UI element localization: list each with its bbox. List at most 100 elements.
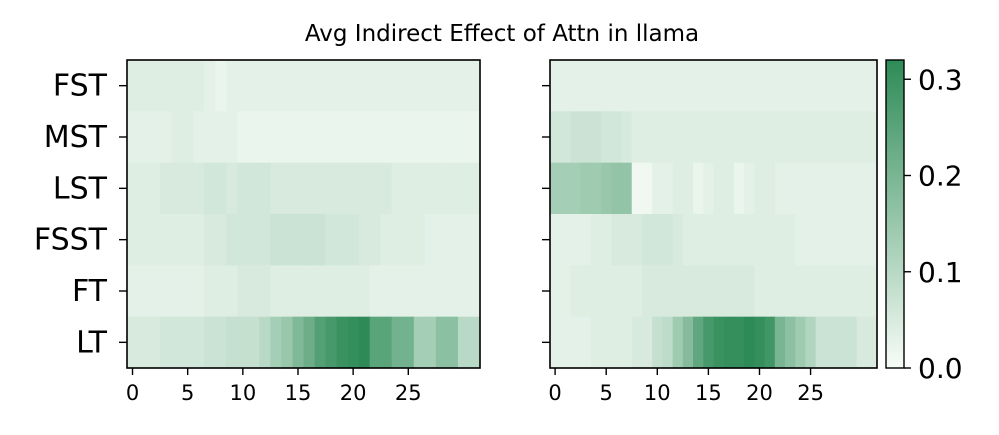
heatmap-cell-left-ft-1 [138,265,150,318]
heatmap-cell-right-lt-29 [846,316,858,369]
heatmap-cell-left-mst-0 [127,111,139,164]
heatmap-cell-left-ft-30 [457,265,470,318]
heatmap-cell-right-fsst-30 [856,214,868,266]
heatmap-cell-left-fst-4 [171,60,183,112]
heatmap-cell-left-mst-3 [160,111,172,164]
heatmap-cell-left-fst-0 [127,60,139,112]
heatmap-cell-right-lt-7 [621,316,633,369]
heatmap-cell-left-fst-6 [193,60,205,112]
heatmap-cell-left-fst-12 [259,60,272,112]
heatmap-cell-left-lst-26 [413,162,426,215]
heatmap-cell-right-lst-19 [744,162,755,215]
heatmap-cell-left-lst-2 [149,162,161,215]
heatmap-cell-left-fst-10 [237,60,249,112]
heatmap-cell-right-fsst-24 [795,214,807,266]
heatmap-cell-right-ft-20 [754,265,766,318]
heatmap-cell-left-mst-9 [226,111,238,164]
heatmap-cell-right-lt-27 [825,316,837,369]
heatmap-cell-right-lst-6 [611,162,623,215]
heatmap-cell-right-lst-27 [825,162,837,215]
heatmap-cell-right-fst-22 [774,60,786,112]
heatmap-cell-right-ft-2 [570,265,582,318]
heatmap-cell-left-lt-3 [160,316,172,369]
heatmap-cell-right-ft-22 [774,265,786,318]
heatmap-cell-left-lt-25 [402,316,415,369]
heatmap-cell-left-fst-27 [424,60,437,112]
heatmap-cell-left-lst-18 [325,162,338,215]
heatmap-cell-left-lt-5 [182,316,194,369]
heatmap-cell-right-fsst-8 [631,214,643,266]
heatmap-cell-left-lst-14 [281,162,294,215]
colorbar-tick-label-0.0: 0.0 [918,352,963,385]
heatmap-cell-left-mst-27 [424,111,437,164]
panel-frame-left [126,59,481,369]
heatmap-cell-right-lst-31 [866,162,878,215]
heatmap-cell-left-lst-0 [127,162,139,215]
heatmap-cell-left-ft-19 [336,265,349,318]
heatmap-cell-right-mst-7 [621,111,633,164]
heatmap-cell-left-lst-7 [204,162,216,215]
heatmap-cell-right-mst-1 [560,111,572,164]
heatmap-cell-right-fst-21 [764,60,776,112]
heatmap-cell-right-lst-4 [590,162,602,215]
heatmap-cell-right-lst-17 [723,162,735,215]
heatmap-cell-left-ft-4 [171,265,183,318]
heatmap-cell-right-lst-18 [733,162,745,215]
heatmap-cell-right-ft-16 [713,265,725,318]
heatmap-panel-right: 0 5 10 15 20 25 [542,59,878,405]
heatmap-cell-right-mst-23 [785,111,796,164]
heatmap-cell-left-ft-11 [248,265,260,318]
heatmap-cell-right-ft-31 [866,265,878,318]
x-tick-label-left-25: 25 [395,381,422,405]
heatmap-cell-right-lt-10 [652,316,664,369]
heatmap-cell-left-fsst-24 [391,214,404,266]
y-tick-label-fsst: FSST [34,223,108,258]
heatmap-cell-left-fst-29 [446,60,459,112]
heatmap-cell-left-fst-24 [391,60,404,112]
heatmap-cell-left-fsst-10 [237,214,249,266]
heatmap-cell-left-fsst-12 [259,214,272,266]
heatmap-cell-right-mst-4 [590,111,602,164]
x-tick-label-left-10: 10 [229,381,256,405]
heatmap-cell-right-ft-17 [723,265,735,318]
heatmap-cell-left-lst-15 [292,162,305,215]
heatmap-cell-right-fsst-12 [672,214,684,266]
heatmap-cell-left-mst-24 [391,111,404,164]
heatmap-cell-left-lst-1 [138,162,150,215]
heatmap-cell-left-fst-7 [204,60,216,112]
heatmap-cell-left-lt-19 [336,316,349,369]
heatmap-cell-right-ft-13 [682,265,694,318]
heatmap-cell-right-mst-26 [815,111,827,164]
heatmap-cell-left-lst-3 [160,162,172,215]
heatmap-cell-left-fst-28 [435,60,448,112]
heatmap-cell-left-mst-20 [347,111,360,164]
heatmap-cell-right-ft-12 [672,265,684,318]
heatmap-cell-right-lt-14 [693,316,704,369]
y-tick-label-lt: LT [76,325,108,360]
heatmap-cell-left-lst-13 [270,162,283,215]
heatmap-cell-right-fsst-22 [774,214,786,266]
heatmap-cell-right-lt-21 [764,316,776,369]
x-tick-label-right-20: 20 [746,381,773,405]
heatmap-cell-right-lst-14 [693,162,704,215]
heatmap-cell-left-ft-12 [259,265,272,318]
heatmap-cell-left-fsst-15 [292,214,305,266]
heatmap-cell-left-fsst-17 [314,214,327,266]
heatmap-cell-right-ft-8 [631,265,643,318]
heatmap-cell-left-mst-15 [292,111,305,164]
heatmap-cell-right-fsst-11 [662,214,674,266]
heatmap-cell-left-lst-23 [380,162,393,215]
heatmap-cell-right-fsst-1 [560,214,572,266]
heatmap-cell-right-fst-27 [825,60,837,112]
heatmap-cell-left-fsst-27 [424,214,437,266]
heatmap-cell-left-lt-7 [204,316,216,369]
heatmap-cell-left-ft-22 [369,265,382,318]
heatmap-cell-right-ft-28 [836,265,847,318]
heatmap-cell-left-fst-18 [325,60,338,112]
heatmap-cell-right-ft-19 [744,265,755,318]
heatmap-cell-left-lt-23 [380,316,393,369]
heatmap-cell-left-fsst-2 [149,214,161,266]
heatmap-cell-right-fst-1 [560,60,572,112]
heatmap-cell-left-fst-13 [270,60,283,112]
heatmap-cell-left-fsst-14 [281,214,294,266]
